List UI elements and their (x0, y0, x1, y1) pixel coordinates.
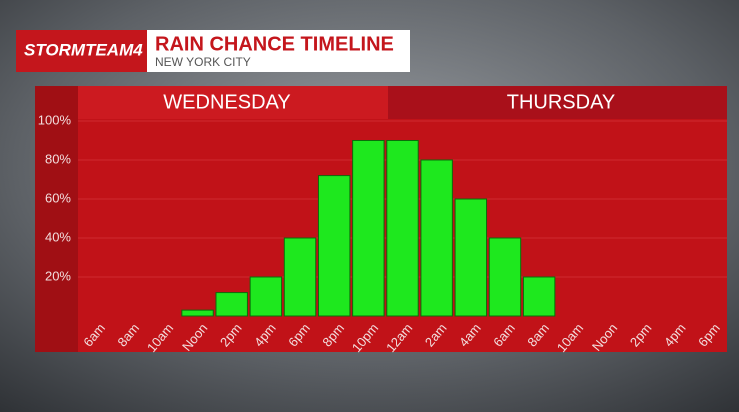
bar (386, 140, 419, 317)
y-tick-label: 60% (45, 190, 71, 205)
day-header (388, 86, 727, 119)
bar (522, 276, 556, 317)
brand-box (16, 30, 143, 72)
title-accent (143, 30, 147, 72)
bar (488, 237, 522, 317)
bar (215, 292, 248, 317)
bar (352, 140, 385, 317)
bar (249, 276, 283, 317)
bar (454, 198, 488, 317)
title-box (143, 30, 410, 72)
chart-subtitle: NEW YORK CITY (155, 55, 251, 69)
bar (181, 309, 214, 317)
y-tick-label: 40% (45, 229, 71, 244)
brand: STORMTEAM4 (24, 40, 143, 59)
bar (283, 237, 317, 317)
y-tick-label: 80% (45, 151, 71, 166)
y-tick-label: 100% (38, 112, 72, 127)
bar (420, 159, 453, 317)
day-header (78, 86, 388, 119)
axis-strip (35, 86, 78, 352)
day-label: THURSDAY (507, 91, 616, 113)
bar (317, 175, 351, 317)
y-tick-label: 20% (45, 268, 71, 283)
chart-title: RAIN CHANCE TIMELINE (155, 33, 394, 55)
day-label: WEDNESDAY (163, 91, 290, 113)
